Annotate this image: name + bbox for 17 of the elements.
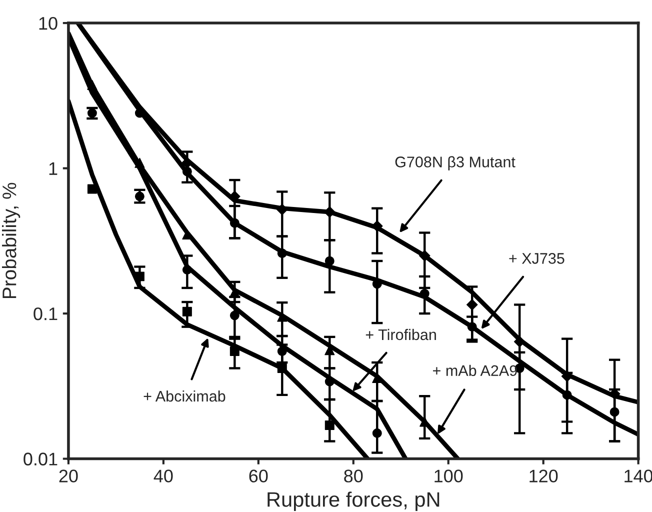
y-tick-label: 10 xyxy=(39,16,58,30)
annotation: + Abciximab xyxy=(144,390,226,402)
x-axis-title: Rupture forces, pN xyxy=(268,492,440,511)
x-tick-label: 60 xyxy=(249,470,268,482)
x-tick-label: 120 xyxy=(530,470,558,482)
x-tick-label: 80 xyxy=(344,470,363,482)
annotation: + Tirofiban xyxy=(366,328,436,340)
annotation: + mAb A2A9 xyxy=(433,364,517,376)
y-tick-label: 0.01 xyxy=(24,452,58,466)
annotation: G708N β3 Mutant xyxy=(395,156,516,170)
x-tick-label: 40 xyxy=(154,470,173,482)
y-tick-label: 1 xyxy=(49,162,58,175)
y-tick-label: 0.1 xyxy=(34,307,58,320)
annotation: + XJ735 xyxy=(509,253,564,264)
x-tick-label: 100 xyxy=(434,470,463,482)
y-axis-title: Probability, % xyxy=(2,182,20,298)
x-tick-label: 20 xyxy=(59,470,78,482)
